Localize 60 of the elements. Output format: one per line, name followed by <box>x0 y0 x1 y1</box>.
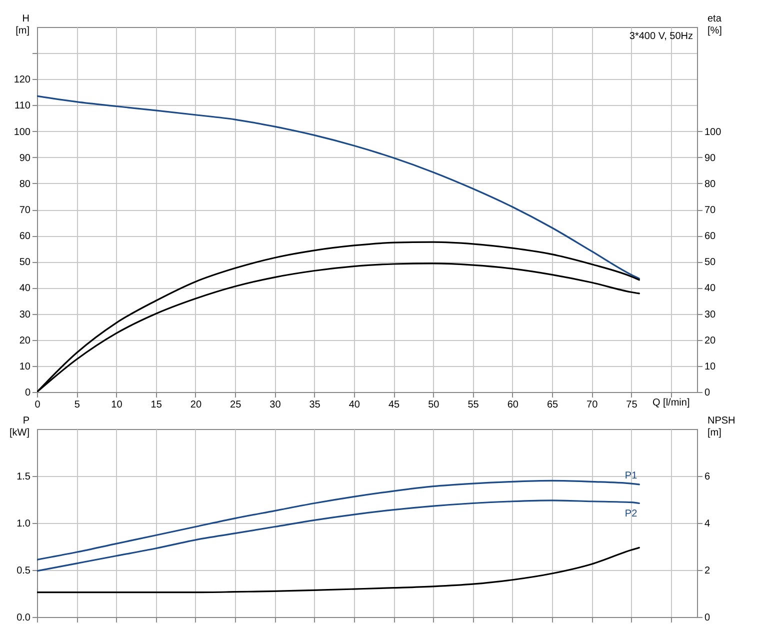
x-tick-label: 5 <box>74 400 80 410</box>
line-series <box>37 480 640 560</box>
y-tick-label: 100 <box>14 126 31 138</box>
y-tick-label: 1.0 <box>16 518 31 530</box>
y2-tick-label: 0 <box>704 612 710 624</box>
y2-tick-label: 6 <box>704 472 710 482</box>
y2-axis-title: NPSH [m] <box>708 416 736 438</box>
line-series <box>37 546 640 594</box>
y-tick-label: 80 <box>19 178 31 190</box>
x-tick-label: 0 <box>34 400 41 410</box>
series-label: P2 <box>624 508 638 520</box>
y2-tick-label: 10 <box>704 361 716 372</box>
annotation: 3*400 V, 50Hz <box>629 31 693 42</box>
y-tick-label: 20 <box>19 335 31 346</box>
y2-tick-label: 2 <box>704 566 710 576</box>
y2-tick-label: 30 <box>704 309 716 320</box>
y-tick-label: 1.5 <box>16 472 31 482</box>
y-axis-title: P [kW] <box>10 416 30 438</box>
x-tick-label: 35 <box>309 400 321 410</box>
y-tick-label: 30 <box>19 309 31 320</box>
x-tick-label: 10 <box>111 400 123 410</box>
x-tick-label: 70 <box>586 400 598 410</box>
x-tick-label: 25 <box>230 400 242 410</box>
x-tick-label: 65 <box>546 400 559 410</box>
y-tick-label: 0.0 <box>16 612 31 624</box>
x-tick-label: 30 <box>270 400 282 410</box>
y2-tick-label: 50 <box>704 257 716 268</box>
y2-tick-label: 0 <box>704 388 710 398</box>
y-tick-label: 120 <box>14 74 31 86</box>
y2-tick-label: 80 <box>704 178 716 190</box>
y2-tick-label: 100 <box>704 126 722 138</box>
y-tick-label: 0.5 <box>16 566 31 576</box>
line-series <box>37 500 640 572</box>
y-tick-label: 50 <box>19 257 31 268</box>
x-tick-label: 45 <box>388 400 400 410</box>
x-tick-label: 50 <box>428 400 440 410</box>
y2-tick-label: 70 <box>704 205 716 216</box>
line-series <box>37 95 640 280</box>
y2-tick-label: 90 <box>704 152 716 164</box>
x-tick-label: 40 <box>348 400 360 410</box>
y-tick-label: 10 <box>19 361 31 372</box>
x-axis-title: Q [l/min] <box>652 398 690 408</box>
x-tick-label: 20 <box>190 400 202 410</box>
y-tick-label: 90 <box>19 152 31 164</box>
x-tick-label: 60 <box>507 400 519 410</box>
y-axis-title: H [m] <box>16 14 30 36</box>
y2-tick-label: 60 <box>704 231 716 242</box>
y-tick-label: 110 <box>14 100 31 112</box>
series-label: P1 <box>624 470 638 482</box>
y2-tick-label: 20 <box>704 335 716 346</box>
y2-tick-label: 4 <box>704 518 710 530</box>
y-tick-label: 40 <box>19 283 31 294</box>
x-tick-label: 15 <box>150 400 162 410</box>
x-tick-label: 75 <box>626 400 638 410</box>
y-tick-label: 60 <box>19 231 31 242</box>
x-tick-label: 55 <box>468 400 480 410</box>
y-tick-label: 0 <box>24 388 31 398</box>
y-tick-label: 70 <box>19 205 31 216</box>
y2-axis-title: eta [%] <box>708 14 722 36</box>
y2-tick-label: 40 <box>704 283 716 294</box>
